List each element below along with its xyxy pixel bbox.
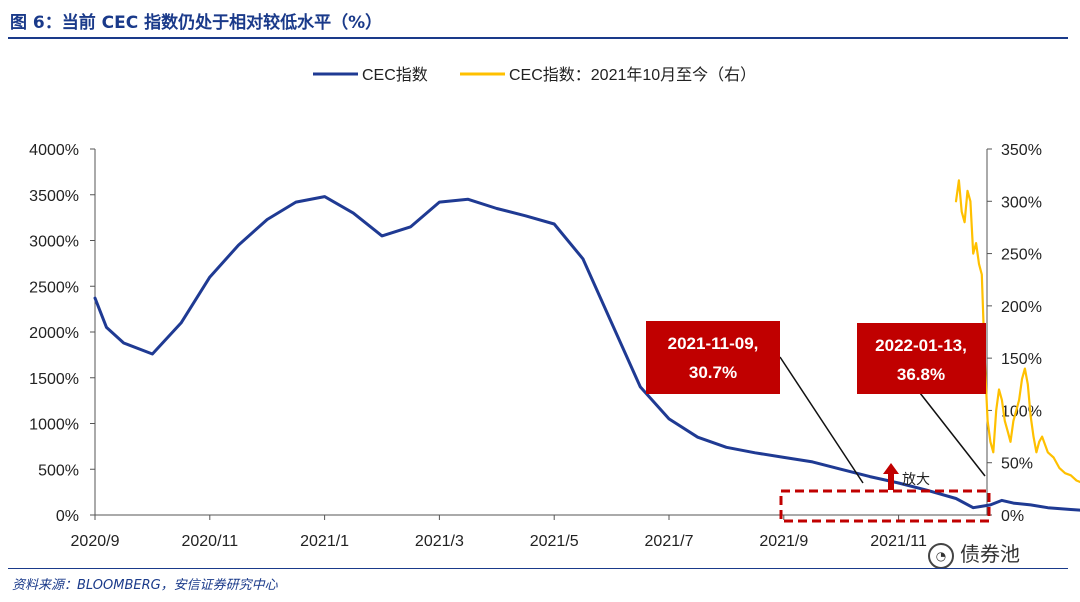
x-axis-ticks: 2020/9 2020/11 2021/1 2021/3 2021/5 2021/7 202… — [71, 515, 927, 550]
left-tick-label: 2500% — [29, 279, 79, 296]
left-tick-label: 3500% — [29, 188, 79, 205]
series-line-cec-right — [954, 179, 1080, 484]
zoom-label: 放大 — [902, 471, 930, 487]
left-tick-label: 4000% — [29, 142, 79, 159]
left-tick-label: 500% — [38, 462, 79, 479]
legend-label-cec-right: CEC指数：2021年10月至今（右） — [509, 66, 756, 84]
annotation-box-2 — [857, 323, 986, 394]
x-tick-label: 2020/9 — [71, 533, 120, 550]
left-tick-label: 0% — [56, 508, 79, 525]
x-tick-label: 2021/11 — [870, 533, 927, 550]
x-tick-label: 2021/9 — [759, 533, 808, 550]
bottom-divider — [8, 568, 1068, 569]
x-tick-label: 2021/5 — [530, 533, 579, 550]
left-axis-ticks: 0% 500% 1000% 1500% 2000% 2500% 3000% 3500% 4000… — [29, 142, 95, 525]
source-note: 资料来源：BLOOMBERG，安信证券研究中心 — [12, 578, 278, 593]
right-tick-label: 100% — [1001, 403, 1042, 420]
annotation-leader-1 — [779, 356, 864, 484]
watermark-text: 债券池 — [960, 542, 1020, 566]
series-line-cec — [93, 195, 1080, 512]
right-tick-label: 0% — [1001, 508, 1024, 525]
right-tick-label: 350% — [1001, 142, 1042, 159]
annotation-2-date: 2022-01-13, — [875, 336, 967, 355]
annotation-box-1 — [646, 321, 780, 394]
annotation-2-value: 36.8% — [897, 365, 945, 384]
zoom-box — [779, 489, 991, 523]
watermark: ◔ 债券池 — [928, 538, 1020, 569]
left-tick-label: 2000% — [29, 325, 79, 342]
right-axis-ticks: 0% 50% 100% 150% 200% 250% 300% 350% — [987, 142, 1042, 525]
right-tick-label: 250% — [1001, 247, 1042, 264]
x-tick-label: 2021/1 — [300, 533, 349, 550]
annotation-1-value: 30.7% — [689, 363, 737, 382]
chart: CEC指数 CEC指数：2021年10月至今（右） 0% 500% 1000% 150… — [29, 66, 1080, 550]
series-group — [93, 179, 1080, 512]
x-tick-label: 2021/3 — [415, 533, 464, 550]
wechat-icon: ◔ — [928, 542, 954, 569]
left-tick-label: 1500% — [29, 371, 79, 388]
annotation-1-date: 2021-11-09, — [668, 334, 759, 353]
page-title: 图 6：当前 CEC 指数仍处于相对较低水平（%） — [10, 13, 383, 33]
legend: CEC指数 CEC指数：2021年10月至今（右） — [313, 66, 756, 84]
left-tick-label: 3000% — [29, 234, 79, 251]
left-tick-label: 1000% — [29, 417, 79, 434]
annotation-leader-2 — [919, 392, 986, 477]
right-tick-label: 50% — [1001, 456, 1033, 473]
x-tick-label: 2021/7 — [645, 533, 694, 550]
top-divider — [8, 37, 1068, 39]
right-tick-label: 300% — [1001, 194, 1042, 211]
legend-label-cec: CEC指数 — [362, 66, 428, 84]
x-tick-label: 2020/11 — [181, 533, 238, 550]
right-tick-label: 150% — [1001, 351, 1042, 368]
zoom-arrow-icon — [883, 463, 899, 490]
right-tick-label: 200% — [1001, 299, 1042, 316]
